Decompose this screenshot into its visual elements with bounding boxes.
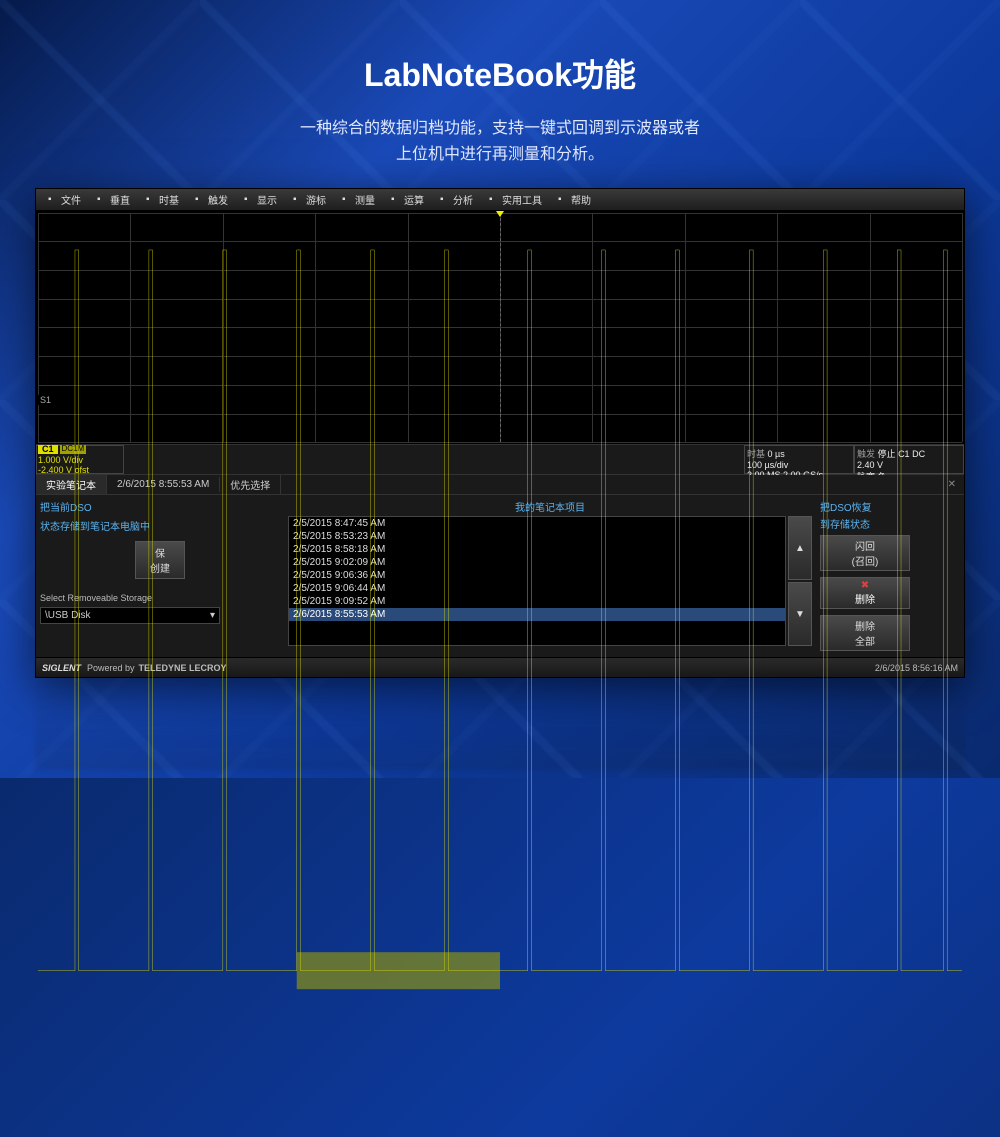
vertical-icon: ▪ (97, 194, 107, 204)
menu-analyze[interactable]: ▪分析 (432, 192, 481, 207)
page-subtitle: 一种综合的数据归档功能，支持一键式回调到示波器或者 上位机中进行再测量和分析。 (0, 116, 1000, 167)
waveform-display[interactable]: S1 (36, 211, 964, 446)
menubar: ▪文件▪垂直▪时基▪触发▪显示▪游标▪测量▪运算▪分析▪实用工具▪帮助 (36, 189, 964, 211)
menu-timebase[interactable]: ▪时基 (138, 192, 187, 207)
menu-help[interactable]: ▪帮助 (550, 192, 599, 207)
channel-marker-label: S1 (38, 395, 53, 405)
menu-measure[interactable]: ▪测量 (334, 192, 383, 207)
file-icon: ▪ (48, 194, 58, 204)
tools-icon: ▪ (489, 194, 499, 204)
trigger-icon: ▪ (195, 194, 205, 204)
menu-cursor[interactable]: ▪游标 (285, 192, 334, 207)
display-icon: ▪ (244, 194, 254, 204)
menu-math[interactable]: ▪运算 (383, 192, 432, 207)
menu-file[interactable]: ▪文件 (40, 192, 89, 207)
menu-display[interactable]: ▪显示 (236, 192, 285, 207)
trigger-marker-icon (496, 211, 504, 217)
oscilloscope-window: ▪文件▪垂直▪时基▪触发▪显示▪游标▪测量▪运算▪分析▪实用工具▪帮助 S1 C… (35, 188, 965, 678)
timebase-icon: ▪ (146, 194, 156, 204)
waveform-trace (38, 213, 962, 1137)
help-icon: ▪ (558, 194, 568, 204)
menu-trigger[interactable]: ▪触发 (187, 192, 236, 207)
menu-vertical[interactable]: ▪垂直 (89, 192, 138, 207)
page-header: LabNoteBook功能 一种综合的数据归档功能，支持一键式回调到示波器或者 … (0, 0, 1000, 167)
cursor-icon: ▪ (293, 194, 303, 204)
measure-icon: ▪ (342, 194, 352, 204)
page-title: LabNoteBook功能 (0, 50, 1000, 96)
math-icon: ▪ (391, 194, 401, 204)
analyze-icon: ▪ (440, 194, 450, 204)
menu-tools[interactable]: ▪实用工具 (481, 192, 550, 207)
